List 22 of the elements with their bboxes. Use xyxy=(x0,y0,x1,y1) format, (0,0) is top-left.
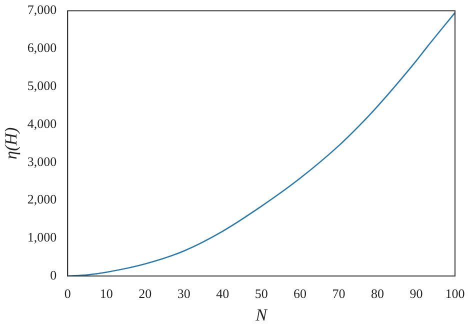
x-tick-label: 90 xyxy=(410,286,423,302)
x-tick-label: 50 xyxy=(254,286,268,302)
x-tick-label: 20 xyxy=(138,286,152,302)
y-tick-label: 6,000 xyxy=(27,40,57,56)
x-tick-label: 100 xyxy=(445,286,465,302)
x-tick-label: 40 xyxy=(216,286,230,302)
x-tick-label: 0 xyxy=(64,286,71,302)
y-tick-label: 1,000 xyxy=(27,230,57,245)
y-tick-label: 3,000 xyxy=(27,154,57,169)
y-tick-label: 7,000 xyxy=(27,2,57,18)
x-tick-label: 10 xyxy=(100,286,113,302)
y-tick-label: 0 xyxy=(50,267,57,282)
x-axis-title: N xyxy=(254,305,269,324)
x-tick-label: 80 xyxy=(371,286,384,302)
x-tick-label: 30 xyxy=(177,286,190,302)
x-tick-label: 60 xyxy=(294,286,307,302)
line-series xyxy=(68,12,455,276)
y-tick-label: 5,000 xyxy=(27,78,57,93)
y-tick-label: 4,000 xyxy=(27,116,57,131)
y-axis-title: η(H) xyxy=(2,127,21,160)
x-tick-label: 70 xyxy=(332,286,346,302)
y-tick-label: 2,000 xyxy=(27,192,57,207)
